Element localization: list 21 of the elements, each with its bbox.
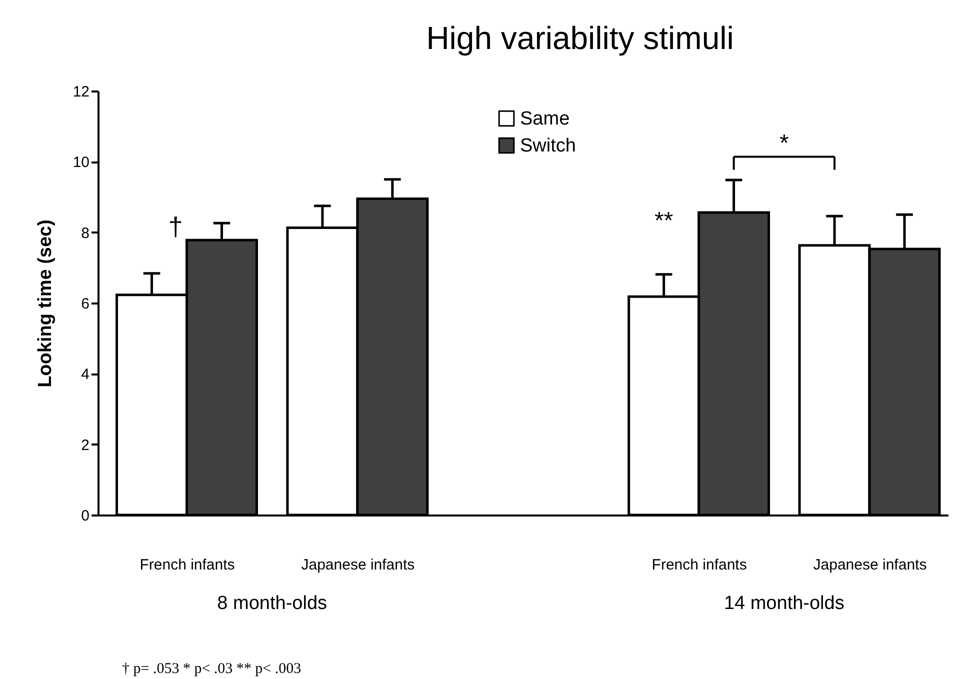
y-tick-label: 2 xyxy=(81,436,90,454)
text: 8 month-olds xyxy=(217,593,328,614)
y-tick-label: 6 xyxy=(81,296,90,312)
legend-label: Same xyxy=(520,108,570,130)
x-tick-label: Japanese infants xyxy=(301,556,415,574)
annotation: * xyxy=(779,130,789,157)
x-tick-label: French infants xyxy=(140,556,235,574)
y-tick-label: 0 xyxy=(81,508,90,524)
text: 14 month-olds xyxy=(724,593,844,614)
y-tick-label: 4 xyxy=(81,366,90,384)
x-tick-label: French infants xyxy=(652,556,747,574)
y-tick-label: 12 xyxy=(72,84,90,100)
chart-title: High variability stimuli xyxy=(426,20,734,56)
x-tick-label: Japanese infants xyxy=(813,556,927,574)
y-axis-title: Looking time (sec) xyxy=(34,220,56,388)
annotation: † xyxy=(168,211,183,242)
legend-label: Switch xyxy=(520,136,576,156)
text: † p= .053 * p< .03 ** p< .003 xyxy=(122,661,302,677)
y-tick-label: 8 xyxy=(81,224,90,242)
y-tick-label: 10 xyxy=(72,154,90,172)
annotation: ** xyxy=(654,207,674,234)
